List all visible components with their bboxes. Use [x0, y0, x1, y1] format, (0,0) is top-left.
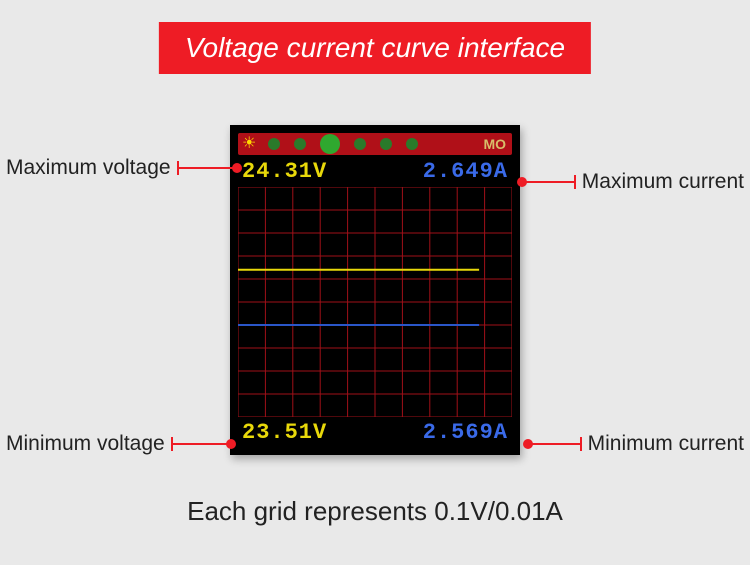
- status-dot-active: [320, 134, 340, 154]
- status-dot: [380, 138, 392, 150]
- callout-label: Minimum voltage: [6, 432, 165, 456]
- device-screen: ☀ MO 24.31V 2.649A 23.51V 2.569A: [230, 125, 520, 455]
- callout-label: Minimum current: [588, 432, 744, 456]
- status-dots: [268, 133, 418, 155]
- title-banner: Voltage current curve interface: [159, 22, 591, 74]
- curve-chart: [238, 187, 512, 417]
- grid-caption: Each grid represents 0.1V/0.01A: [0, 496, 750, 527]
- callout-min-current: Minimum current: [528, 432, 744, 456]
- callout-pin: [522, 181, 576, 183]
- status-bar: ☀ MO: [238, 133, 512, 155]
- chart-svg: [238, 187, 512, 417]
- callout-max-voltage: Maximum voltage: [6, 156, 237, 180]
- status-dot: [354, 138, 366, 150]
- max-voltage-reading: 24.31V: [242, 159, 327, 184]
- mode-label: MO: [483, 133, 506, 155]
- min-voltage-reading: 23.51V: [242, 420, 327, 445]
- callout-label: Maximum voltage: [6, 156, 171, 180]
- callout-pin: [528, 443, 582, 445]
- callout-max-current: Maximum current: [522, 170, 744, 194]
- status-dot: [406, 138, 418, 150]
- status-dot: [294, 138, 306, 150]
- min-current-reading: 2.569A: [423, 420, 508, 445]
- status-dot: [268, 138, 280, 150]
- title-text: Voltage current curve interface: [185, 32, 565, 63]
- brightness-icon: ☀: [242, 135, 260, 153]
- callout-pin: [177, 167, 237, 169]
- callout-pin: [171, 443, 231, 445]
- max-current-reading: 2.649A: [423, 159, 508, 184]
- callout-label: Maximum current: [582, 170, 744, 194]
- callout-min-voltage: Minimum voltage: [6, 432, 231, 456]
